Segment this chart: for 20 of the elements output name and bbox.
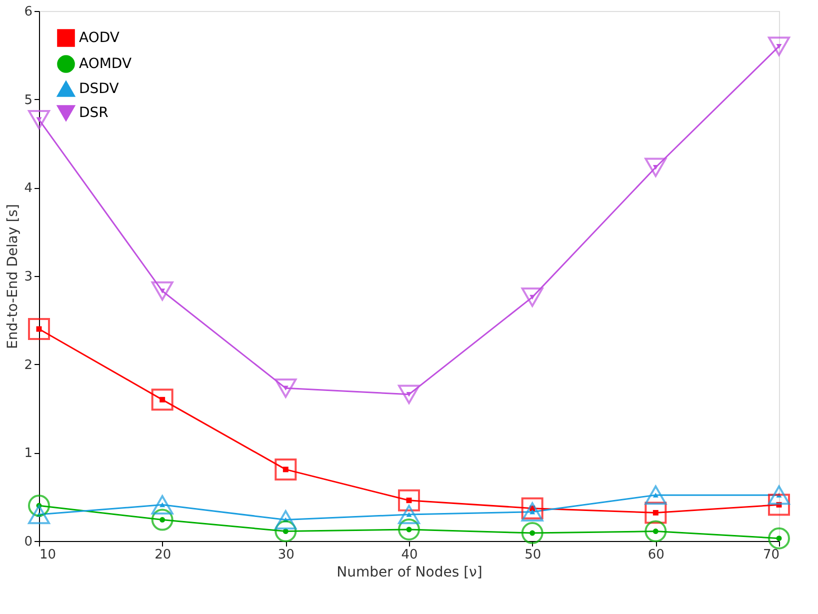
legend-label: DSR bbox=[79, 105, 109, 121]
legend-label: AODV bbox=[79, 30, 120, 46]
y-tick-label: 3 bbox=[24, 270, 32, 284]
y-tick-label: 6 bbox=[24, 4, 32, 20]
legend-label: DSDV bbox=[79, 81, 120, 97]
y-tick-label: 0 bbox=[24, 534, 32, 550]
x-tick-label: 10 bbox=[40, 548, 56, 562]
legend-label: AOMDV bbox=[79, 56, 132, 72]
x-tick-label: 30 bbox=[278, 548, 294, 562]
y-tick-label: 1 bbox=[24, 446, 32, 462]
x-axis-title: Number of Nodes [ν] bbox=[336, 564, 482, 580]
y-tick-label: 2 bbox=[24, 358, 32, 373]
x-tick-label: 60 bbox=[648, 548, 664, 562]
x-tick-label: 70 bbox=[762, 548, 780, 562]
x-tick-label: 40 bbox=[401, 548, 418, 562]
y-tick-label: 5 bbox=[24, 92, 32, 108]
y-axis-title: End-to-End Delay [s] bbox=[5, 204, 22, 349]
x-tick-label: 20 bbox=[154, 548, 172, 562]
y-tick-label: 4 bbox=[24, 181, 32, 196]
x-tick-label: 50 bbox=[524, 548, 542, 562]
